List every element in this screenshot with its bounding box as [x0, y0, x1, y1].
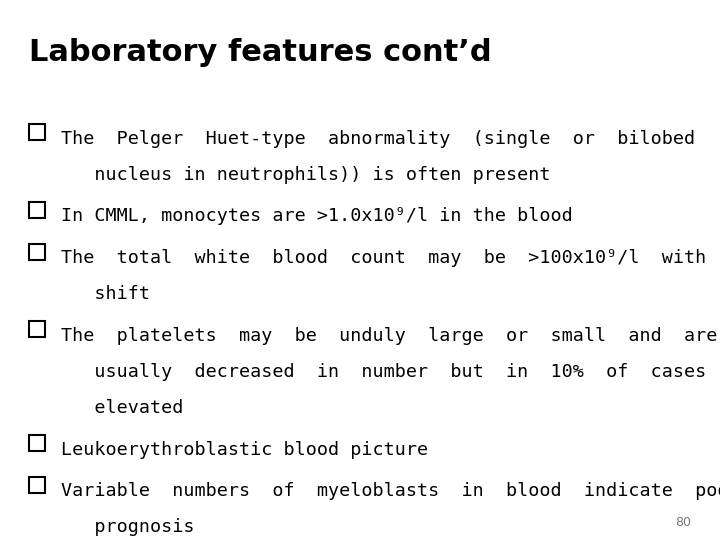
- Text: Variable  numbers  of  myeloblasts  in  blood  indicate  poor: Variable numbers of myeloblasts in blood…: [61, 482, 720, 500]
- Text: The  platelets  may  be  unduly  large  or  small  and  are: The platelets may be unduly large or sma…: [61, 327, 718, 345]
- Text: The  total  white  blood  count  may  be  >100x10⁹/l  with  left: The total white blood count may be >100x…: [61, 249, 720, 267]
- Bar: [29, 202, 45, 218]
- Text: shift: shift: [61, 285, 150, 303]
- Bar: [29, 435, 45, 451]
- Bar: [29, 244, 45, 260]
- Text: Laboratory features cont’d: Laboratory features cont’d: [29, 38, 492, 67]
- Text: In CMML, monocytes are >1.0x10⁹/l in the blood: In CMML, monocytes are >1.0x10⁹/l in the…: [61, 207, 573, 225]
- Bar: [29, 321, 45, 338]
- Text: usually  decreased  in  number  but  in  10%  of  cases  are: usually decreased in number but in 10% o…: [61, 363, 720, 381]
- Text: Leukoerythroblastic blood picture: Leukoerythroblastic blood picture: [61, 441, 428, 458]
- Text: elevated: elevated: [61, 399, 184, 417]
- Text: nucleus in neutrophils)) is often present: nucleus in neutrophils)) is often presen…: [61, 166, 551, 184]
- Bar: [29, 124, 45, 140]
- Text: The  Pelger  Huet-type  abnormality  (single  or  bilobed: The Pelger Huet-type abnormality (single…: [61, 130, 696, 147]
- Text: 80: 80: [675, 516, 691, 529]
- Bar: [29, 477, 45, 493]
- Text: prognosis: prognosis: [61, 518, 194, 536]
